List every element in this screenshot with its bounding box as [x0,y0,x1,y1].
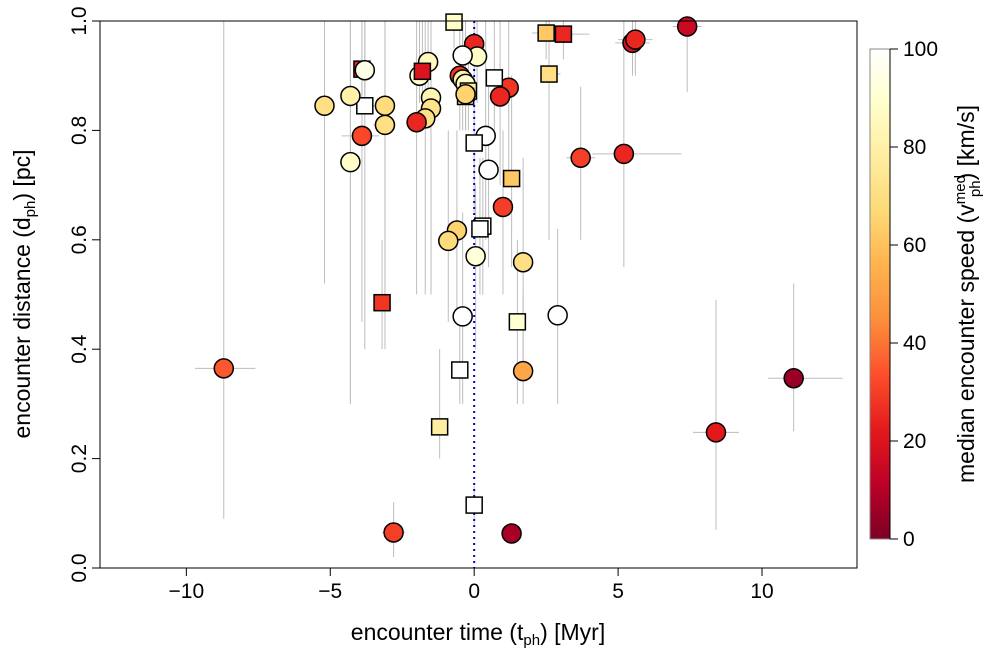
data-point-circle [547,305,568,326]
data-point-square [465,496,483,514]
data-point-circle [613,143,635,165]
y-tick-label: 0.4 [68,334,91,364]
data-point-square [502,169,521,188]
data-point-circle [314,95,335,117]
data-point-circle [570,147,591,168]
colorbar-tick-label: 80 [903,136,926,159]
y-tick-label: 1.0 [68,6,91,35]
data-point-square [540,65,558,83]
y-axis: 0.0 0.2 0.4 0.6 0.8 1.0 [68,6,100,583]
colorbar-tick-label: 40 [903,332,926,355]
x-tick-label: −10 [169,580,205,603]
colorbar-tick-label: 20 [903,430,926,453]
data-point-square [445,13,463,31]
colorbar-axis: 0 20 40 60 80 100 [889,38,938,551]
data-point-circle [354,59,376,81]
data-point-circle [478,159,499,181]
data-point-circle [705,422,727,443]
y-tick-label: 0.2 [68,444,91,473]
data-point-circle [512,360,534,382]
colorbar-tick-label: 0 [903,528,915,551]
data-point-circle [492,196,514,218]
data-point-square [373,293,391,312]
data-point-square [465,134,483,152]
data-point-square [451,361,469,379]
x-tick-label: −5 [318,580,342,603]
data-point-square [508,313,527,331]
data-point-circle [340,85,361,107]
data-point-square [356,97,374,115]
data-point-square [554,25,573,43]
data-point-circle [455,84,476,105]
colorbar [869,48,891,540]
y-tick-label: 0.6 [68,225,91,254]
x-tick-label: 10 [750,580,773,603]
data-point-circle [489,86,511,107]
data-point-circle [374,114,396,136]
data-point-circle [625,29,646,50]
data-point-circle [351,125,373,147]
data-point-circle [512,251,534,273]
data-point-circle [783,367,804,389]
data-point-circle [465,245,486,267]
data-point-circle [213,358,235,379]
x-axis-title: encounter time (tph) [Myr] [351,619,605,649]
data-point-circle [501,523,522,544]
y-axis-title: encounter distance (dph) [pc] [9,149,39,438]
data-point-circle [452,45,473,66]
data-point-circle [340,151,361,173]
data-point-circle [374,95,396,117]
data-points [213,13,804,544]
data-point-circle [406,111,427,133]
data-point-square [537,24,555,42]
x-axis: −10 −5 0 5 10 [169,567,774,603]
data-point-square [413,62,432,81]
data-point-circle [383,522,404,543]
data-point-square [471,220,489,238]
plot-frame [99,20,858,569]
x-tick-label: 5 [612,580,624,603]
data-point-square [430,418,449,436]
data-point-square [485,69,504,87]
colorbar-tick-label: 60 [903,234,926,257]
data-point-circle [452,306,473,327]
x-tick-label: 0 [468,580,480,603]
data-point-circle [676,16,698,37]
colorbar-title: median encounter speed (vmedph) [km/s] [952,105,984,483]
y-tick-label: 0.0 [68,553,91,582]
error-bars [194,21,843,558]
y-tick-label: 0.8 [68,116,91,145]
colorbar-tick-label: 100 [903,38,938,61]
data-point-circle [438,230,459,252]
